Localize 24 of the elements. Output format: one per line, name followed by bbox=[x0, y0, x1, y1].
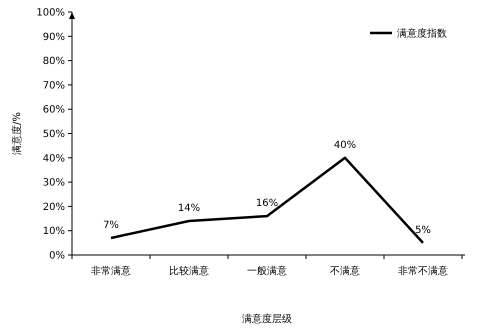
y-tick-label: 0% bbox=[49, 250, 65, 262]
y-axis-title: 满意度/% bbox=[11, 112, 23, 155]
y-tick-label: 90% bbox=[42, 32, 65, 43]
data-label: 40% bbox=[334, 140, 356, 151]
data-label: 5% bbox=[415, 224, 431, 236]
y-tick-label: 50% bbox=[42, 129, 65, 140]
y-tick-label: 40% bbox=[42, 153, 65, 164]
y-tick-label: 60% bbox=[42, 104, 65, 116]
y-tick-label: 80% bbox=[42, 56, 65, 68]
y-tick-label: 70% bbox=[42, 80, 65, 92]
data-label: 14% bbox=[178, 202, 200, 214]
data-label: 7% bbox=[103, 220, 119, 231]
x-tick-label: 非常满意 bbox=[91, 265, 131, 277]
x-tick-label: 非常不满意 bbox=[398, 265, 448, 277]
y-tick-label: 100% bbox=[36, 8, 65, 18]
x-tick-label: 比较满意 bbox=[169, 265, 209, 277]
data-label: 16% bbox=[256, 198, 278, 210]
x-tick-label: 不满意 bbox=[330, 265, 360, 277]
y-tick-label: 30% bbox=[42, 178, 65, 189]
y-tick-label: 10% bbox=[42, 226, 65, 238]
y-tick-label: 20% bbox=[42, 202, 65, 213]
x-axis-title: 满意度层级 bbox=[242, 313, 292, 325]
legend-label: 满意度指数 bbox=[397, 28, 447, 40]
x-tick-label: 一般满意 bbox=[247, 265, 287, 277]
